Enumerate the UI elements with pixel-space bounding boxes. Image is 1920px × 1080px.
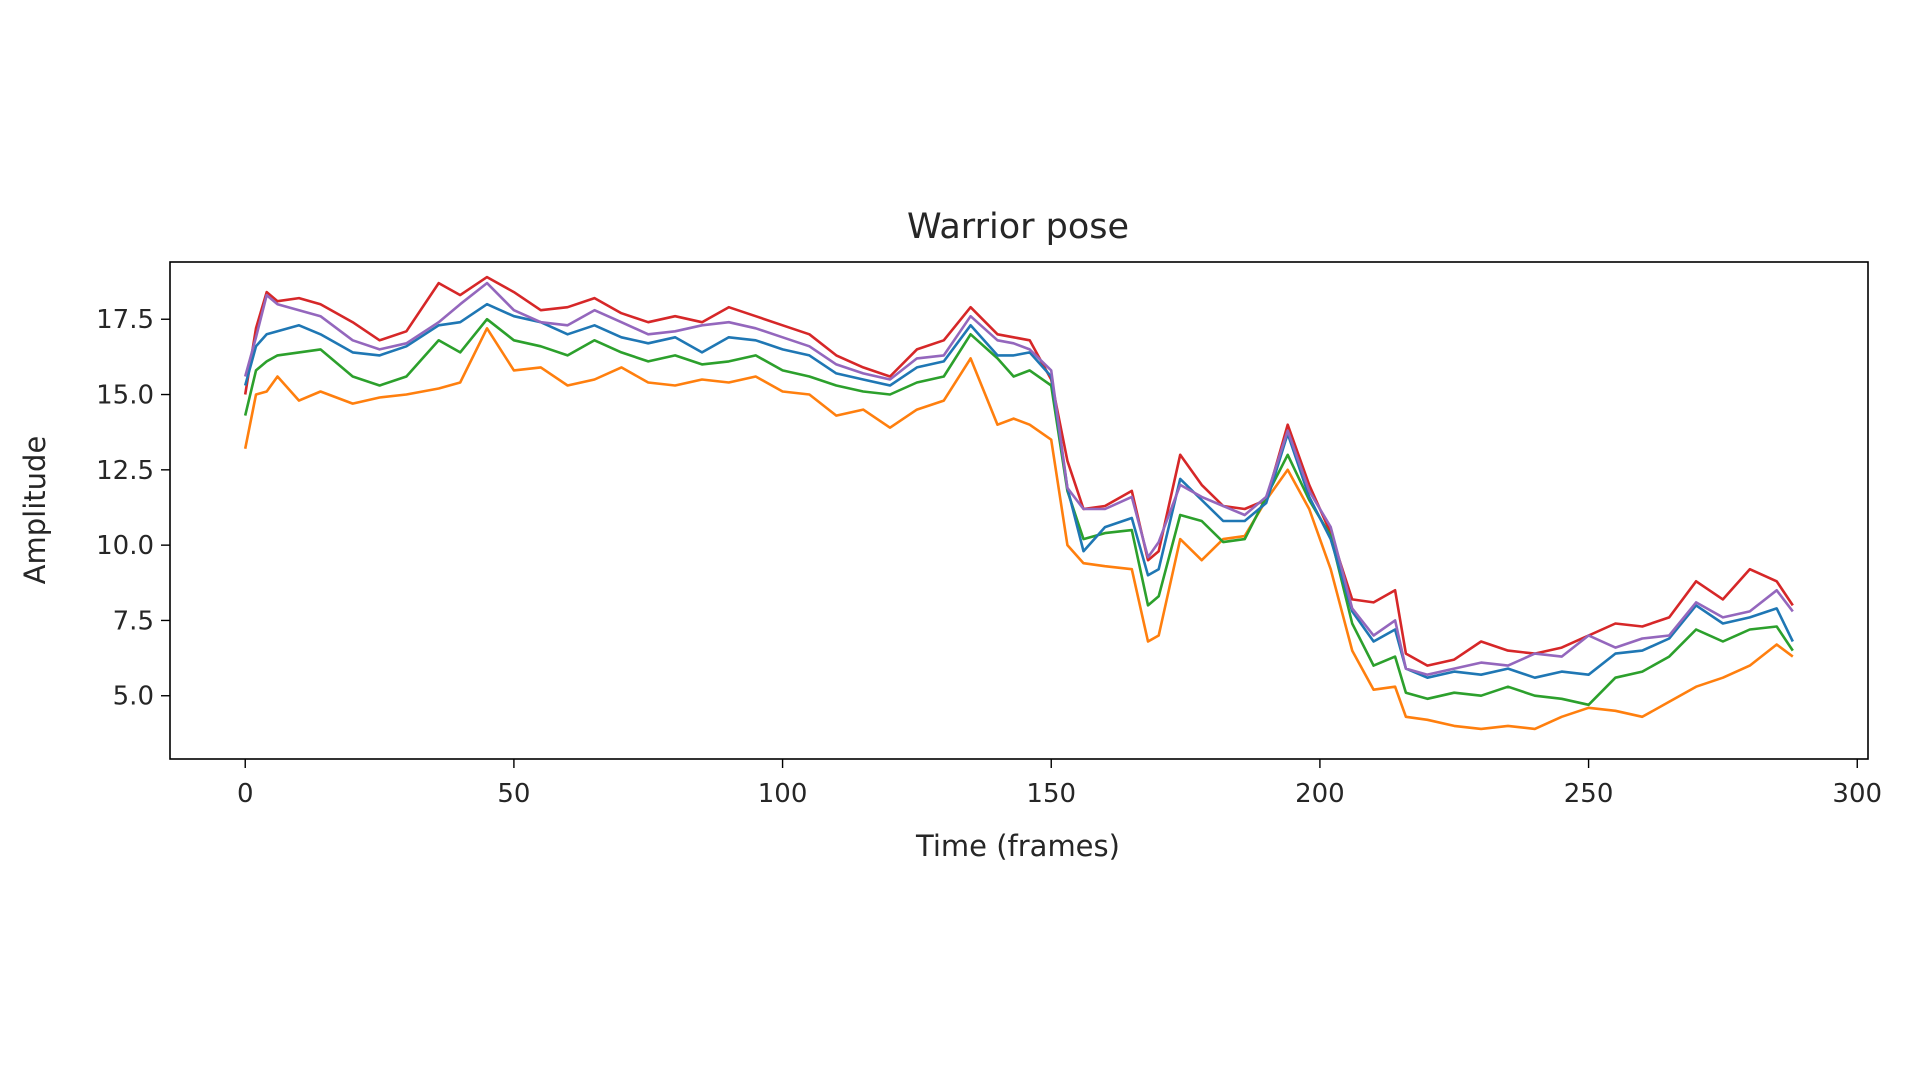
y-tick-label: 7.5: [113, 606, 154, 636]
x-tick-label: 200: [1295, 779, 1345, 809]
series-line-2: [243, 326, 1794, 731]
x-tick-label: 100: [758, 779, 808, 809]
x-axis-label: Time (frames): [915, 829, 1120, 863]
y-tick-label: 5.0: [113, 682, 154, 712]
y-axis-label: Amplitude: [18, 436, 52, 585]
y-axis: 5.0 7.5 10.0 12.5 15.0 17.5: [96, 305, 170, 712]
plot-area: [169, 261, 1869, 760]
series-line-4: [243, 302, 1794, 680]
x-axis: 0 50 100 150 200 250 300: [237, 759, 1882, 809]
y-tick-label: 12.5: [96, 456, 154, 486]
x-tick-label: 50: [497, 779, 530, 809]
series-layer: [243, 275, 1794, 731]
x-tick-label: 300: [1832, 779, 1882, 809]
y-tick-label: 15.0: [96, 381, 154, 411]
y-tick-label: 10.0: [96, 531, 154, 561]
x-tick-label: 150: [1026, 779, 1076, 809]
series-line-1: [243, 275, 1794, 667]
x-tick-label: 0: [237, 779, 254, 809]
series-line-5: [243, 281, 1794, 677]
plot-frame: [169, 261, 1869, 760]
x-tick-label: 250: [1564, 779, 1614, 809]
chart-title: Warrior pose: [907, 207, 1129, 247]
y-tick-label: 17.5: [96, 305, 154, 335]
